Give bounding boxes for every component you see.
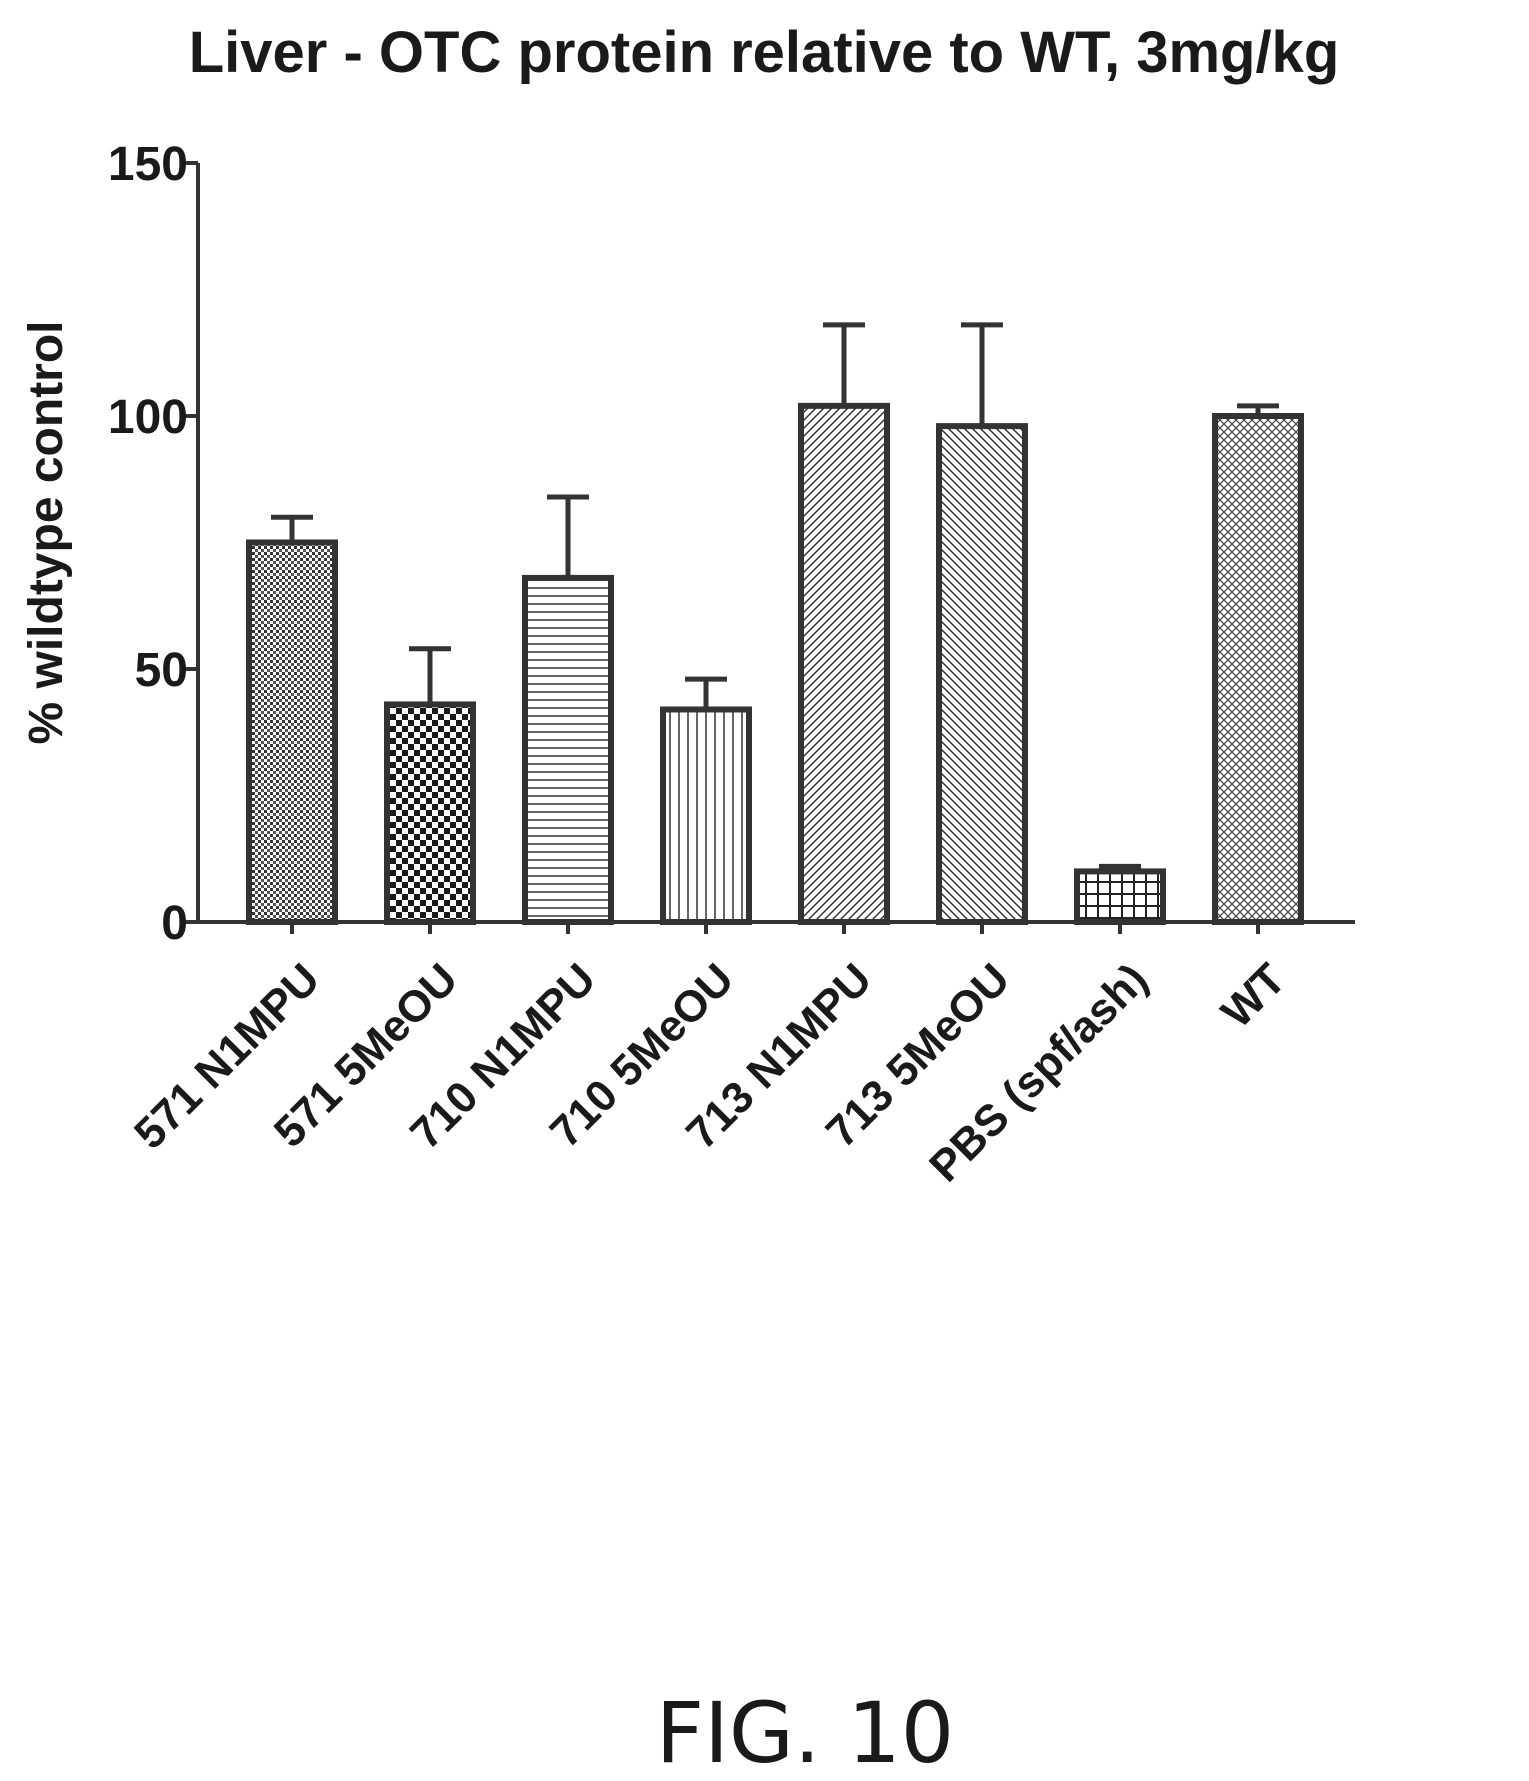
x-label-wt: WT	[1212, 954, 1295, 1037]
bar-713-n1mpu	[798, 402, 890, 925]
bar-wt	[1212, 413, 1304, 925]
y-tick-label-50: 50	[135, 644, 188, 697]
bars-group	[246, 402, 1304, 926]
y-tick-label-150: 150	[108, 138, 188, 191]
y-ticks-group: 0 50 100 150	[108, 138, 198, 950]
bar-710-n1mpu	[522, 574, 614, 925]
error-bars-group	[271, 322, 1279, 872]
bar-571-n1mpu	[246, 539, 338, 925]
bar-713-5meou	[936, 423, 1028, 925]
figure-caption: FIG. 10	[656, 1684, 954, 1781]
axes-group	[196, 163, 1355, 934]
y-axis-label: % wildtype control	[20, 320, 73, 744]
y-tick-label-100: 100	[108, 391, 188, 444]
bar-pbs-spf-ash	[1074, 868, 1166, 926]
y-tick-label-0: 0	[161, 897, 188, 950]
bar-710-5meou	[660, 706, 752, 925]
chart-title: Liver - OTC protein relative to WT, 3mg/…	[189, 20, 1340, 85]
bar-571-5meou	[384, 701, 476, 925]
